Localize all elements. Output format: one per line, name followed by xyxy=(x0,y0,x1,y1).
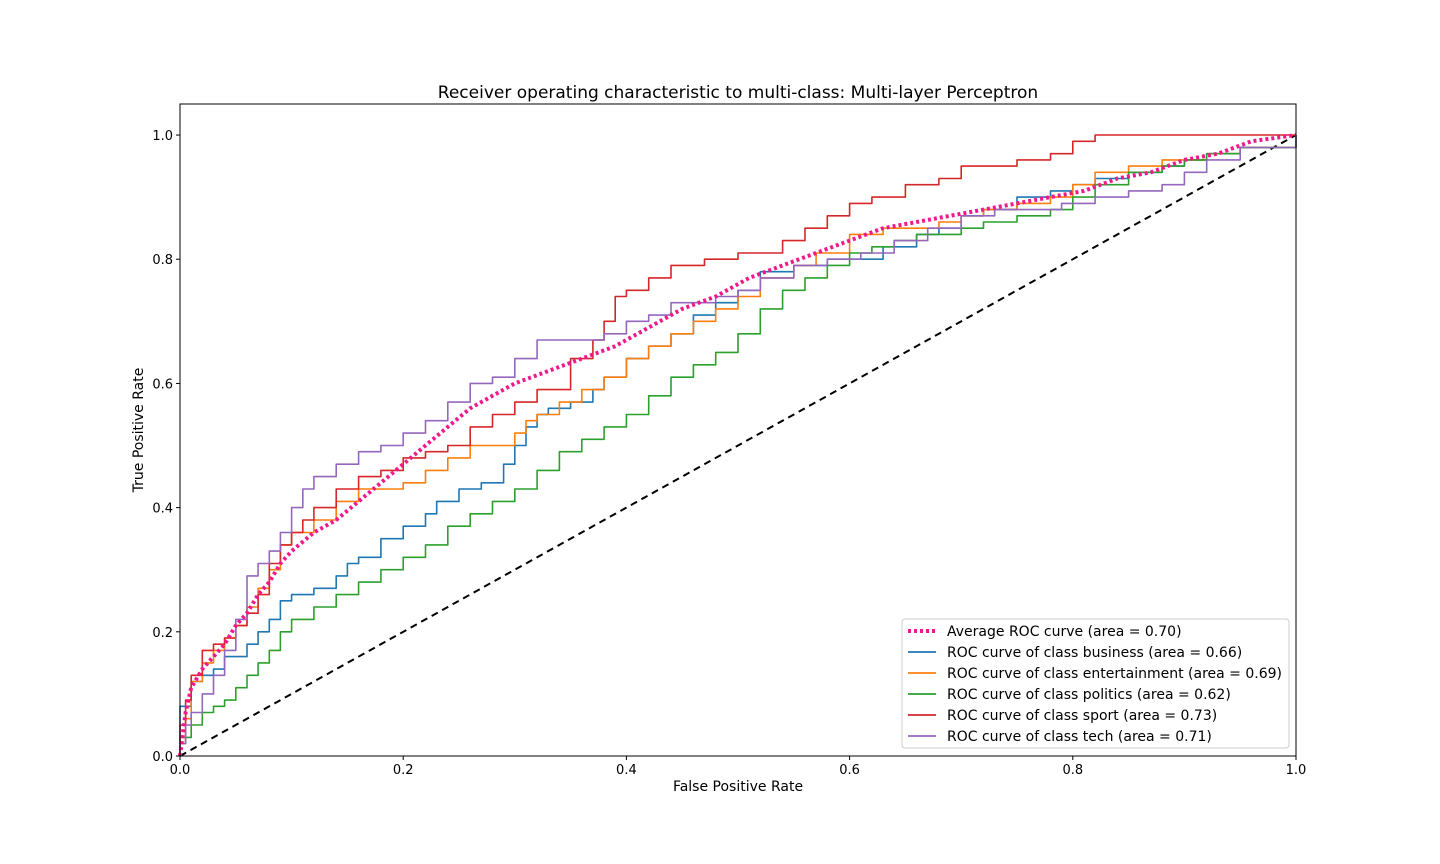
legend-label-5: ROC curve of class tech (area = 0.71) xyxy=(947,729,1212,745)
x-tick-label: 0.0 xyxy=(170,763,191,778)
legend-label-0: Average ROC curve (area = 0.70) xyxy=(947,624,1182,640)
y-tick-label: 0.4 xyxy=(152,502,173,517)
x-axis-label: False Positive Rate xyxy=(673,779,803,795)
legend-box xyxy=(901,618,1290,749)
chart-title: Receiver operating characteristic to mul… xyxy=(438,83,1038,103)
y-tick-label: 0.8 xyxy=(152,253,173,268)
x-tick-label: 0.4 xyxy=(616,763,637,778)
legend-label-3: ROC curve of class politics (area = 0.62… xyxy=(947,687,1231,703)
y-tick-label: 0.2 xyxy=(152,626,173,641)
y-tick-label: 1.0 xyxy=(152,129,173,144)
x-tick-label: 0.2 xyxy=(393,763,414,778)
y-axis: 0.0 0.2 0.4 0.6 0.8 1.0 xyxy=(152,129,180,765)
legend: Average ROC curve (area = 0.70) ROC curve… xyxy=(901,618,1290,749)
x-axis: 0.0 0.2 0.4 0.6 0.8 1.0 xyxy=(170,756,1307,778)
y-tick-label: 0.0 xyxy=(152,750,173,765)
series-line-5 xyxy=(179,135,1297,756)
series-line-3 xyxy=(179,135,1297,756)
legend-label-4: ROC curve of class sport (area = 0.73) xyxy=(947,708,1217,724)
x-tick-label: 0.6 xyxy=(839,763,860,778)
legend-label-2: ROC curve of class entertainment (area =… xyxy=(947,666,1282,682)
chance-line xyxy=(179,134,1297,757)
x-tick-label: 1.0 xyxy=(1286,763,1307,778)
x-tick-label: 0.8 xyxy=(1062,763,1083,778)
y-tick-label: 0.6 xyxy=(152,377,173,392)
plot-area xyxy=(178,133,1297,757)
axes-frame xyxy=(179,103,1297,757)
series-line-0 xyxy=(178,133,1297,757)
series-line-4 xyxy=(179,134,1296,756)
legend-label-1: ROC curve of class business (area = 0.66… xyxy=(947,645,1242,661)
y-axis-label: True Positive Rate xyxy=(131,368,147,494)
